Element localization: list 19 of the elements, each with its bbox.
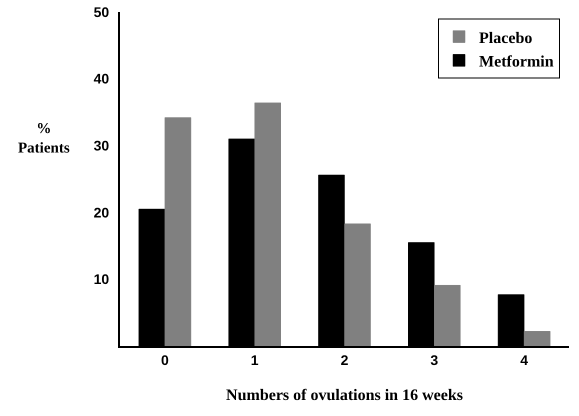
bar — [164, 117, 192, 346]
x-axis-title: Numbers of ovulations in 16 weeks — [226, 387, 463, 404]
x-tick-label: 1 — [250, 352, 259, 368]
bar — [254, 102, 281, 346]
legend-label: Placebo — [479, 30, 532, 47]
bar — [524, 331, 550, 346]
y-axis-title: % Patients — [18, 121, 70, 156]
y-tick-label: 30 — [94, 138, 110, 154]
bar — [434, 284, 461, 346]
x-tick-label: 0 — [161, 352, 169, 368]
y-tick-label: 20 — [94, 204, 110, 220]
y-tick-label: 10 — [94, 271, 110, 288]
y-tick-label: 50 — [94, 4, 110, 20]
x-tick-label: 2 — [340, 352, 349, 368]
y-tick-label: 40 — [94, 70, 110, 87]
x-tick-label: 4 — [520, 352, 528, 368]
bar — [344, 224, 371, 346]
x-tick-label: 3 — [430, 352, 438, 368]
legend-label: Metformin — [479, 54, 554, 71]
